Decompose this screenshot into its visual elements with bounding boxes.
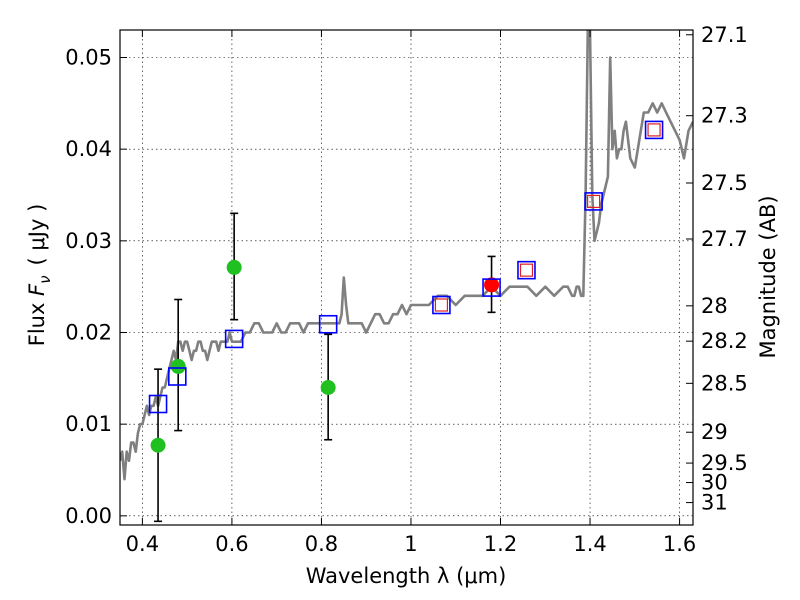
- model-photometry-inner-square: [519, 263, 534, 277]
- model-photometry-square: [517, 260, 536, 280]
- model-photometry-square: [432, 295, 451, 315]
- magnitude-tick-label: 30: [701, 471, 728, 495]
- model-photometry-inner-square: [647, 123, 661, 137]
- y-tick-label: 0.02: [65, 321, 112, 345]
- model-photometry-square: [482, 278, 501, 297]
- observed-point: [226, 259, 242, 275]
- magnitude-tick-label: 28.5: [701, 371, 748, 395]
- x-tick-label: 1.6: [663, 532, 696, 556]
- y-label-symbol: F: [25, 283, 49, 296]
- y-label-unit: ( μJy ): [25, 204, 49, 266]
- magnitude-tick-label: 28.2: [701, 329, 748, 353]
- magnitude-tick-label: 29: [701, 420, 728, 444]
- model-photometry-square: [148, 394, 168, 414]
- model-photometry-square: [644, 120, 664, 140]
- magnitude-tick-label: 27.5: [701, 171, 748, 195]
- magnitude-tick-label: 28: [701, 294, 728, 318]
- y-axis-label-right: Magnitude (AB): [756, 195, 780, 358]
- y-tick-label: 0.03: [65, 229, 112, 253]
- x-tick-label: 0.6: [215, 532, 248, 556]
- model-photometry-square: [224, 329, 244, 349]
- x-tick-label: 0.4: [126, 532, 159, 556]
- model-photometry-inner-square: [434, 298, 449, 312]
- magnitude-tick-label: 29.5: [701, 451, 748, 475]
- y-tick-label: 0.00: [65, 504, 112, 528]
- magnitude-tick-label: 31: [701, 491, 728, 515]
- x-tick-label: 0.8: [305, 532, 338, 556]
- observed-point: [484, 277, 500, 293]
- y-tick-label: 0.01: [65, 412, 112, 436]
- x-tick-label: 1: [404, 532, 417, 556]
- x-tick-label: 1.2: [484, 532, 517, 556]
- plot-frame: [119, 29, 694, 526]
- magnitude-tick-label: 27.7: [701, 227, 748, 251]
- model-photometry-square: [318, 314, 338, 334]
- model-photometry-square: [584, 192, 603, 211]
- y-tick-label: 0.04: [65, 137, 112, 161]
- grid: [120, 30, 693, 525]
- observed-point: [150, 437, 166, 453]
- marker-layer: [148, 120, 664, 523]
- y-label-subscript: ν: [36, 275, 54, 283]
- y-tick-label: 0.05: [65, 46, 112, 70]
- magnitude-tick-label: 27.3: [701, 104, 748, 128]
- observed-point: [320, 380, 336, 395]
- y-axis-label-left: Flux Fν ( μJy ): [25, 204, 54, 347]
- model-photometry-square: [168, 367, 187, 386]
- model-photometry-inner-square: [587, 194, 601, 209]
- x-axis-label: Wavelength λ (μm): [306, 564, 507, 588]
- y-label-prefix: Flux: [25, 296, 49, 346]
- observed-point: [170, 358, 186, 374]
- x-tick-label: 1.4: [573, 532, 606, 556]
- magnitude-tick-label: 27.1: [701, 23, 748, 47]
- ticks: 0.4 0.6 0.8 1 1.2 1.4 1.6 0.00 0.01 0.02 0.03 0.04 0…: [65, 23, 748, 556]
